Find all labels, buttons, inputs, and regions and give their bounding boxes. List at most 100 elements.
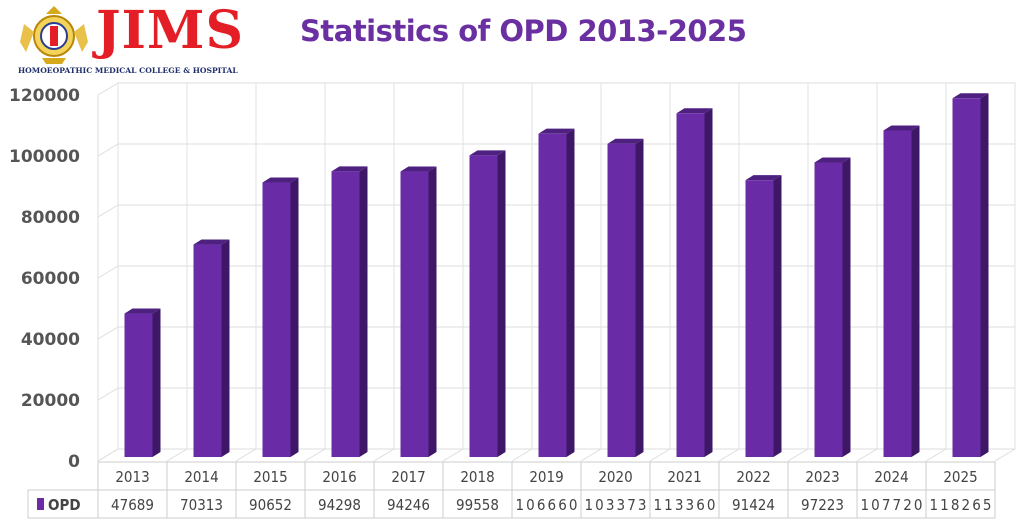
y-tick-label: 40000: [21, 330, 80, 350]
bar-top: [124, 308, 161, 314]
bar-2020: [607, 138, 644, 458]
y-tick-label: 80000: [21, 208, 80, 228]
floor-line: [373, 448, 395, 462]
floor-line: [925, 448, 947, 462]
y-tick-label: 20000: [21, 391, 80, 411]
bar-side: [428, 166, 437, 458]
bar-top: [400, 166, 437, 172]
floor-line: [580, 448, 602, 462]
bar-side: [566, 128, 575, 457]
bar-front: [745, 180, 774, 457]
legend-swatch: [37, 498, 44, 510]
floor-line: [787, 448, 809, 462]
bar-2014: [193, 239, 230, 457]
data-label: 47689: [111, 496, 154, 514]
jims-logo: JIMS HOMOEOPATHIC MEDICAL COLLEGE & HOSP…: [14, 0, 254, 78]
floor-line: [511, 448, 533, 462]
data-label: 90652: [249, 496, 292, 514]
bar-top: [469, 150, 506, 156]
bar-front: [607, 143, 636, 458]
data-label: 70313: [180, 496, 223, 514]
floor-line: [304, 448, 326, 462]
data-label: 97223: [801, 496, 844, 514]
y-tick-label: 0: [68, 452, 80, 472]
bar-2019: [538, 128, 575, 457]
floor-line: [994, 448, 1016, 462]
data-label: 94298: [318, 496, 361, 514]
bar-front: [676, 113, 705, 457]
bar-front: [331, 171, 360, 457]
x-tick-label: 2014: [184, 468, 218, 486]
floor-line: [649, 448, 671, 462]
bar-front: [193, 244, 222, 457]
bar-2021: [676, 108, 713, 457]
y-tick-label: 120000: [9, 86, 80, 106]
gridline-side: [97, 265, 119, 279]
bar-side: [497, 150, 506, 458]
x-tick-label: 2016: [322, 468, 356, 486]
x-tick-label: 2013: [115, 468, 149, 486]
bar-side: [842, 157, 851, 457]
bar-side: [635, 138, 644, 458]
x-tick-label: 2015: [253, 468, 287, 486]
y-tick-label: 100000: [9, 147, 80, 167]
bar-side: [290, 177, 299, 457]
bar-side: [980, 93, 989, 457]
bar-front: [469, 155, 498, 458]
bar-front: [883, 130, 912, 458]
bar-front: [124, 313, 153, 457]
bar-2015: [262, 177, 299, 457]
bar-front: [538, 133, 567, 457]
x-tick-label: 2019: [529, 468, 563, 486]
floor-line: [718, 448, 740, 462]
floor-line: [97, 448, 119, 462]
bar-top: [952, 93, 989, 99]
data-label: 94246: [387, 496, 430, 514]
x-tick-label: 2023: [805, 468, 839, 486]
bar-top: [883, 125, 920, 131]
floor-line: [856, 448, 878, 462]
floor-line: [442, 448, 464, 462]
x-tick-label: 2017: [391, 468, 425, 486]
bar-side: [221, 239, 230, 457]
bar-front: [952, 98, 981, 457]
bar-side: [773, 175, 782, 457]
chart-title: Statistics of OPD 2013-2025: [300, 14, 747, 48]
gridline-side: [97, 326, 119, 340]
bar-top: [331, 166, 368, 172]
x-tick-label: 2018: [460, 468, 494, 486]
bar-top: [745, 175, 782, 181]
bar-2018: [469, 150, 506, 458]
bar-2024: [883, 125, 920, 458]
bar-side: [704, 108, 713, 457]
bar-front: [262, 182, 291, 457]
x-tick-label: 2022: [736, 468, 770, 486]
bar-top: [814, 157, 851, 163]
legend-label: OPD: [48, 496, 81, 514]
bar-front: [400, 171, 429, 458]
bar-top: [193, 239, 230, 245]
floor-line: [166, 448, 188, 462]
y-tick-label: 60000: [21, 269, 80, 289]
bar-side: [359, 166, 368, 457]
gridline-side: [97, 143, 119, 157]
bar-2025: [952, 93, 989, 457]
logo-wordmark: JIMS: [96, 0, 245, 61]
x-tick-label: 2021: [667, 468, 701, 486]
x-tick-label: 2025: [943, 468, 977, 486]
logo-subtitle: HOMOEOPATHIC MEDICAL COLLEGE & HOSPITAL: [18, 66, 238, 75]
gridline-side: [97, 204, 119, 218]
gridline-side: [97, 387, 119, 401]
floor-line: [235, 448, 257, 462]
bar-side: [152, 308, 161, 457]
gridline-side: [97, 82, 119, 96]
bar-side: [911, 125, 920, 457]
x-tick-label: 2020: [598, 468, 632, 486]
bar-2023: [814, 157, 851, 457]
bar-front: [814, 162, 843, 457]
emblem-icon: [20, 6, 88, 64]
bar-2013: [124, 308, 161, 457]
bar-2016: [331, 166, 368, 457]
bar-2022: [745, 175, 782, 457]
